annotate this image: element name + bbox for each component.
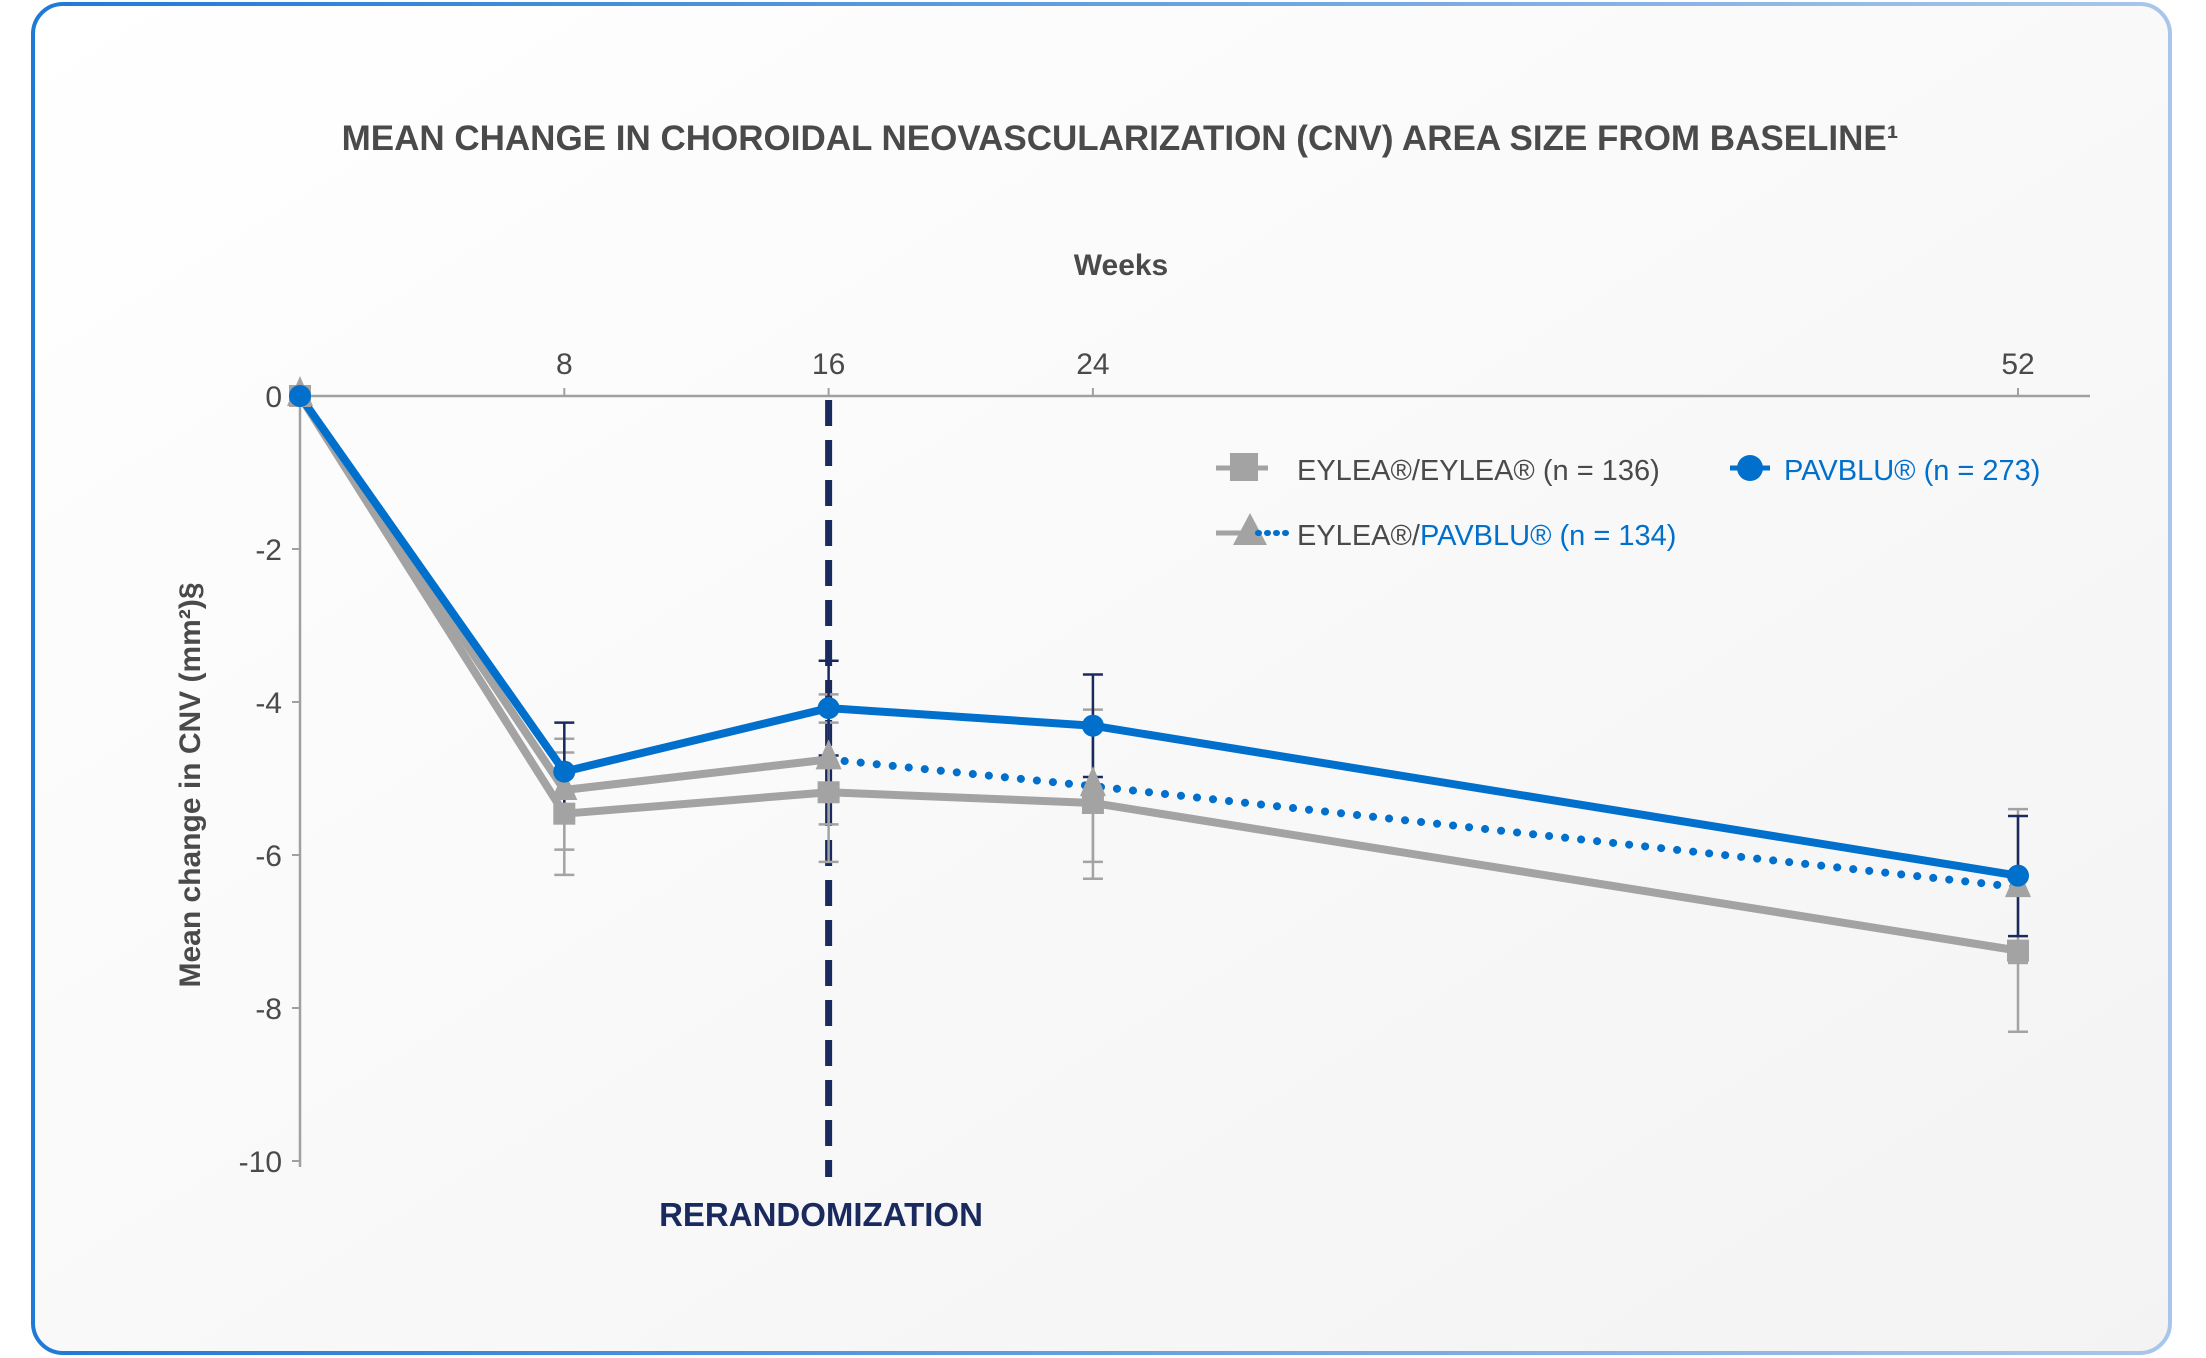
x-axis-label: Weeks — [1074, 249, 1169, 282]
data-point-circle — [289, 385, 311, 407]
y-axis-label: Mean change in CNV (mm²)§ — [174, 582, 207, 987]
legend-eylea-eylea: EYLEA®/EYLEA® (n = 136) — [1297, 455, 1660, 487]
data-point-circle — [1081, 714, 1104, 737]
data-point-triangle — [815, 739, 842, 770]
data-point-square — [2007, 939, 2029, 962]
y-tick-label: -8 — [255, 993, 282, 1026]
data-point-triangle — [1079, 766, 1106, 797]
data-point-circle — [553, 760, 576, 783]
legend: EYLEA®/EYLEA® (n = 136) EYLEA®/PAVBLU® (… — [1216, 453, 2040, 552]
y-tick-label: -10 — [239, 1146, 282, 1179]
series-line-eylea-pavblu-dotted — [824, 755, 2022, 892]
chart-title: MEAN CHANGE IN CHOROIDAL NEOVASCULARIZAT… — [342, 119, 1899, 158]
card-frame — [31, 2, 2172, 1355]
legend-circle-marker — [1737, 455, 1763, 481]
legend-eylea-pavblu: EYLEA®/PAVBLU® (n = 134) — [1297, 520, 1676, 552]
y-tick-label: -2 — [255, 534, 282, 567]
data-point-circle — [2007, 864, 2029, 887]
legend-triangle-marker — [1233, 513, 1267, 545]
y-tick-label: -4 — [255, 687, 282, 720]
legend-pavblu: PAVBLU® (n = 273) — [1784, 455, 2040, 487]
data-point-square — [1081, 791, 1104, 814]
y-tick-label: 0 — [265, 381, 282, 414]
x-tick-label: 52 — [2001, 348, 2034, 381]
data-point-square — [553, 802, 576, 825]
data-point-square — [817, 781, 840, 804]
x-tick-label: 16 — [812, 348, 845, 381]
y-tick-label: -6 — [255, 840, 282, 873]
x-tick-label: 8 — [556, 348, 573, 381]
data-point-triangle — [551, 769, 578, 800]
data-point-circle — [817, 697, 840, 720]
rerandomization-label: RERANDOMIZATION — [659, 1196, 983, 1233]
legend-square-marker — [1230, 453, 1258, 481]
x-tick-label: 24 — [1076, 348, 1109, 381]
